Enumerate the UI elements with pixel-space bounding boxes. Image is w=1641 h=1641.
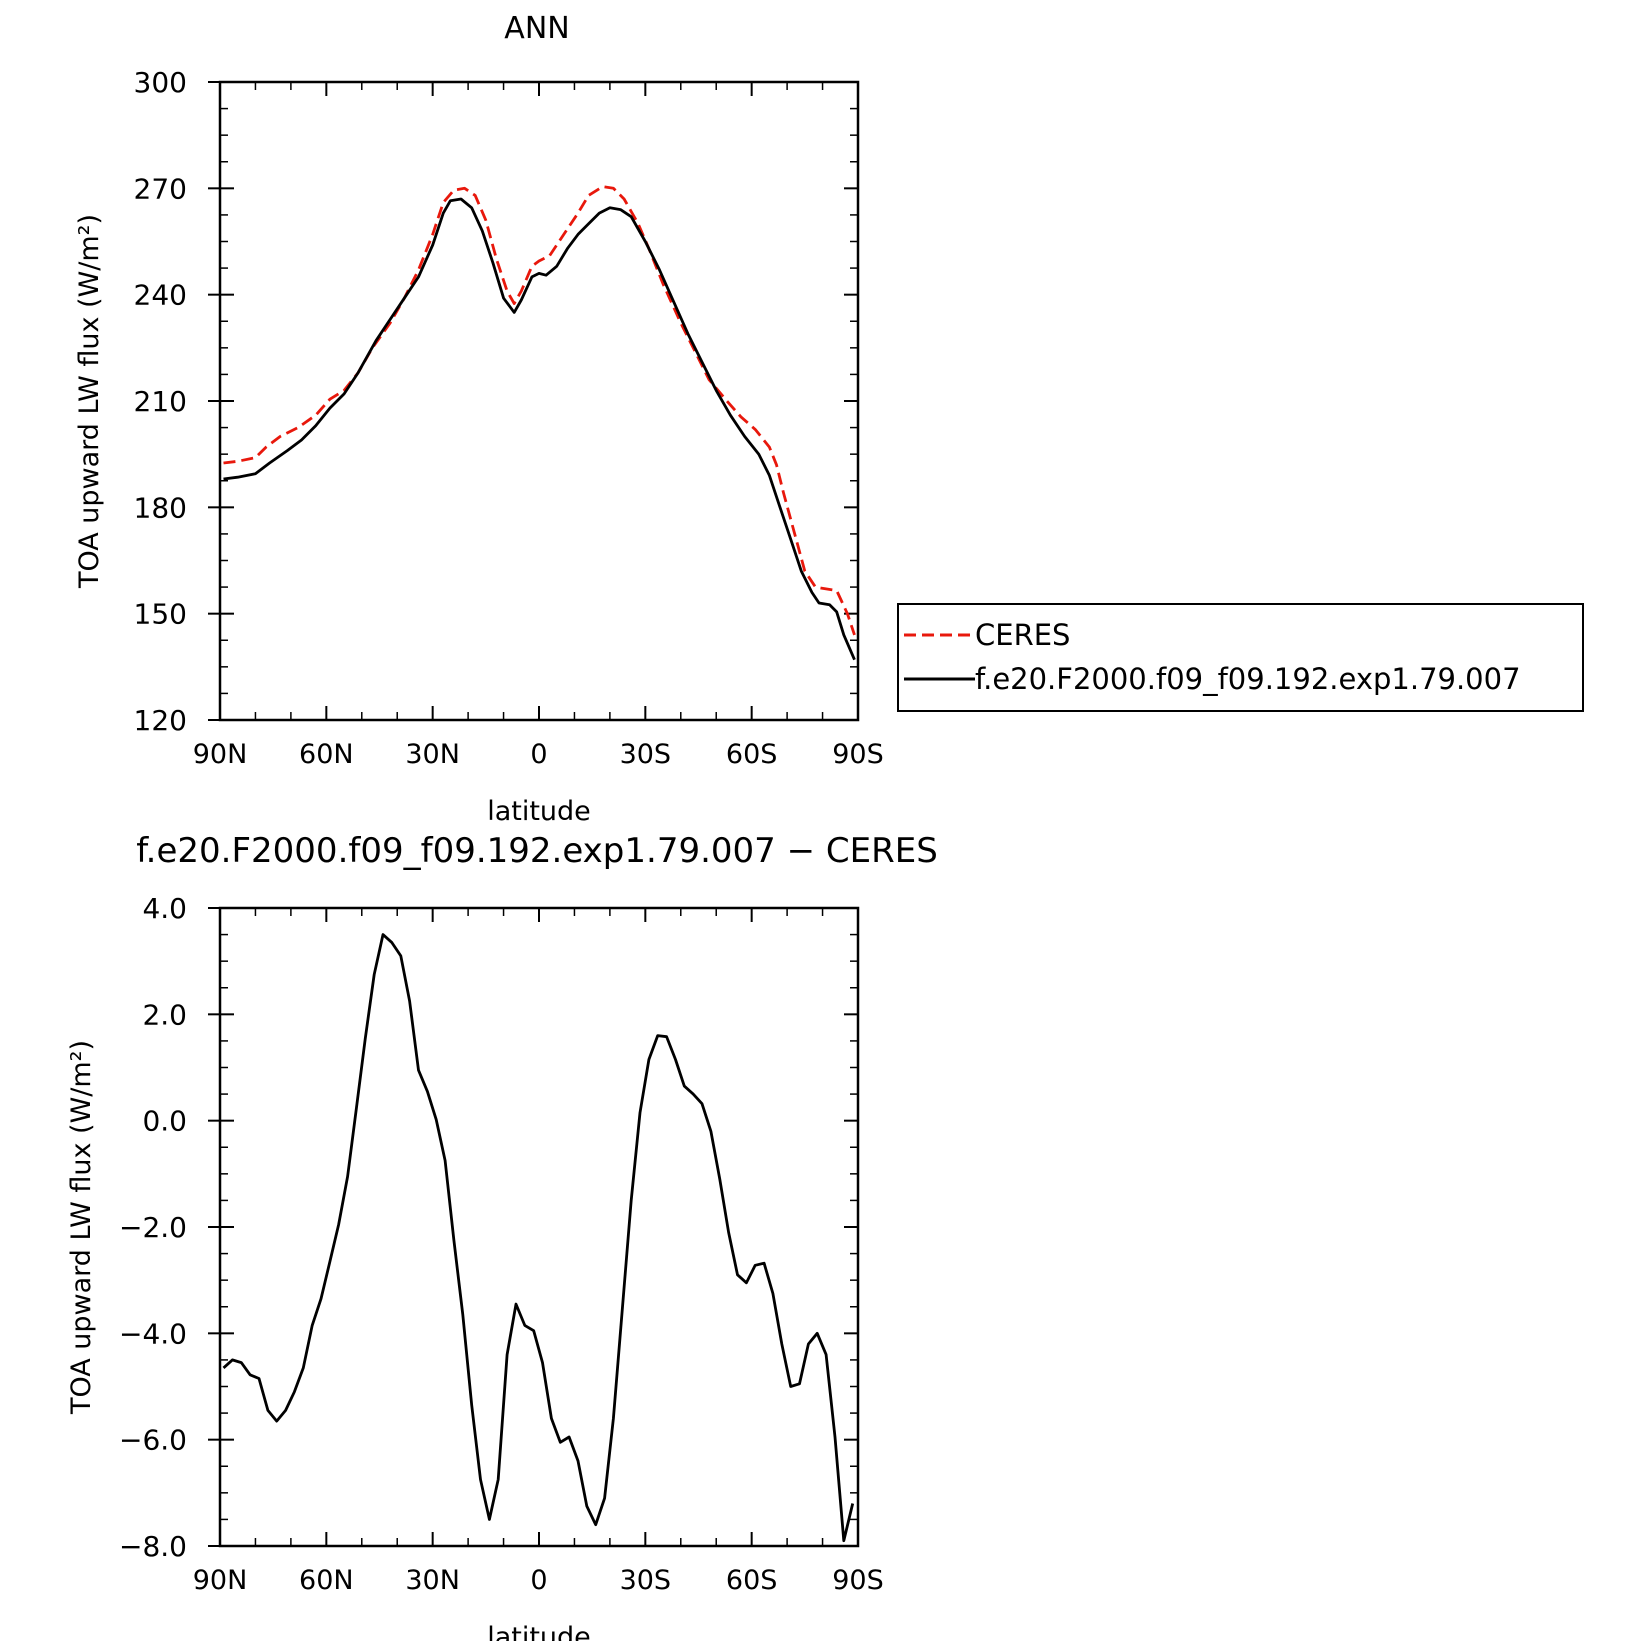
y-tick-label: 270 (134, 172, 187, 205)
top-series-line-0 (223, 185, 856, 636)
top-y-tick-labels: 120 150 180 210 240 270 300 (134, 66, 187, 737)
x-tick-label: 30S (620, 1565, 672, 1596)
x-tick-label: 90N (193, 1565, 248, 1596)
bottom-x-axis-label: latitude (487, 1622, 591, 1641)
legend-box (897, 603, 1584, 712)
bottom-axis-ticks (208, 907, 859, 1547)
bottom-y-axis-label: TOA upward LW flux (W/m²) (66, 1040, 97, 1415)
bottom-chart-title: f.e20.F2000.f09_f09.192.exp1.79.007 − CE… (136, 831, 938, 871)
top-axis-ticks (208, 81, 859, 721)
x-tick-label: 60S (726, 739, 778, 770)
x-tick-label: 60N (299, 739, 354, 770)
bottom-series-line-0 (222, 933, 855, 1543)
y-tick-label: 150 (134, 598, 187, 631)
legend: CERES f.e20.F2000.f09_f09.192.exp1.79.00… (897, 603, 1584, 712)
bottom-plot-frame (218, 906, 860, 1548)
y-tick-label: −6.0 (119, 1424, 187, 1457)
bottom-x-tick-labels: 90N 60N 30N 0 30S 60S 90S (193, 1565, 884, 1596)
x-tick-label: 30N (405, 739, 460, 770)
bottom-series-lines (222, 933, 855, 1543)
bottom-y-tick-labels: −8.0 −6.0 −4.0 −2.0 0.0 2.0 4.0 (119, 892, 187, 1563)
y-tick-label: 300 (134, 66, 187, 99)
y-tick-label: −8.0 (119, 1530, 187, 1563)
bottom-panel: f.e20.F2000.f09_f09.192.exp1.79.007 − CE… (66, 831, 938, 1641)
y-tick-label: −4.0 (119, 1317, 187, 1350)
x-tick-label: 0 (530, 739, 547, 770)
top-x-tick-labels: 90N 60N 30N 0 30S 60S 90S (193, 739, 884, 770)
x-tick-label: 90S (832, 1565, 884, 1596)
x-tick-label: 30S (620, 739, 672, 770)
top-x-axis-label: latitude (487, 796, 591, 827)
top-series-line-1 (223, 197, 856, 661)
legend-label-model: f.e20.F2000.f09_f09.192.exp1.79.007 (975, 662, 1521, 696)
top-panel: ANN 90N 60N 30N 0 30S 60S 90S 120 150 180 210 240 2… (74, 11, 884, 827)
legend-label-ceres: CERES (975, 618, 1070, 652)
x-tick-label: 60S (726, 1565, 778, 1596)
x-tick-label: 90N (193, 739, 248, 770)
x-tick-label: 0 (530, 1565, 547, 1596)
y-tick-label: 180 (134, 491, 187, 524)
y-tick-label: 120 (134, 704, 187, 737)
y-tick-label: 0.0 (142, 1105, 187, 1138)
top-plot-frame (218, 80, 860, 722)
x-tick-label: 30N (405, 1565, 460, 1596)
y-tick-label: 240 (134, 279, 187, 312)
x-tick-label: 90S (832, 739, 884, 770)
top-chart-title: ANN (504, 11, 569, 46)
y-tick-label: −2.0 (119, 1211, 187, 1244)
x-tick-label: 60N (299, 1565, 354, 1596)
y-tick-label: 210 (134, 385, 187, 418)
y-tick-label: 4.0 (142, 892, 187, 925)
y-tick-label: 2.0 (142, 998, 187, 1031)
top-series-lines (223, 185, 856, 661)
top-y-axis-label: TOA upward LW flux (W/m²) (74, 214, 105, 589)
